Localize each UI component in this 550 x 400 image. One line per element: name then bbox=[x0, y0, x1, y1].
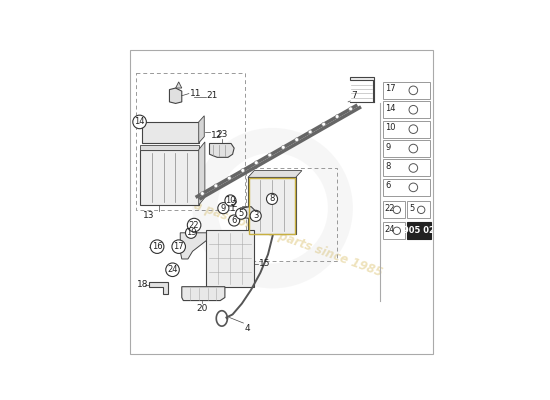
Circle shape bbox=[201, 192, 204, 195]
Circle shape bbox=[218, 203, 229, 214]
Text: 4: 4 bbox=[245, 324, 251, 333]
Polygon shape bbox=[175, 82, 182, 88]
Text: 21: 21 bbox=[206, 91, 218, 100]
Circle shape bbox=[133, 115, 146, 129]
Circle shape bbox=[336, 115, 339, 118]
Bar bbox=[249, 178, 295, 234]
Text: 15: 15 bbox=[258, 260, 270, 268]
Circle shape bbox=[295, 138, 299, 142]
Text: 905 02: 905 02 bbox=[403, 226, 435, 235]
Text: 10: 10 bbox=[386, 123, 396, 132]
Text: 1: 1 bbox=[230, 204, 236, 214]
Text: 14: 14 bbox=[386, 104, 396, 113]
Text: 12: 12 bbox=[211, 131, 222, 140]
Circle shape bbox=[282, 146, 285, 149]
Bar bbox=[140, 145, 199, 150]
Text: 22: 22 bbox=[189, 221, 199, 230]
Bar bbox=[383, 201, 405, 218]
Text: 24: 24 bbox=[167, 265, 178, 274]
Bar bbox=[135, 73, 245, 210]
Text: 9: 9 bbox=[386, 142, 390, 152]
Circle shape bbox=[188, 218, 201, 232]
Circle shape bbox=[229, 215, 240, 226]
Polygon shape bbox=[350, 77, 374, 102]
Text: 8: 8 bbox=[386, 162, 390, 171]
Polygon shape bbox=[169, 88, 182, 104]
Circle shape bbox=[225, 195, 236, 206]
Circle shape bbox=[268, 153, 272, 157]
Bar bbox=[407, 222, 431, 239]
Text: 5: 5 bbox=[409, 204, 414, 213]
Text: 22: 22 bbox=[385, 204, 395, 213]
Circle shape bbox=[172, 240, 185, 254]
Circle shape bbox=[228, 176, 231, 180]
Polygon shape bbox=[240, 207, 256, 219]
Bar bbox=[383, 160, 430, 176]
Bar bbox=[142, 122, 199, 143]
Bar bbox=[407, 201, 430, 218]
Circle shape bbox=[255, 161, 258, 164]
Polygon shape bbox=[199, 142, 205, 205]
Text: 3: 3 bbox=[253, 211, 258, 220]
Circle shape bbox=[349, 107, 353, 111]
Text: 23: 23 bbox=[216, 130, 228, 139]
Text: 17: 17 bbox=[386, 84, 396, 93]
Circle shape bbox=[214, 184, 218, 188]
Bar bbox=[140, 150, 199, 205]
Text: 20: 20 bbox=[196, 304, 207, 313]
Polygon shape bbox=[182, 287, 225, 300]
Bar bbox=[383, 179, 430, 196]
Text: 6: 6 bbox=[386, 181, 390, 190]
Text: 18: 18 bbox=[136, 280, 148, 289]
Text: 5: 5 bbox=[239, 209, 244, 218]
Text: 8: 8 bbox=[270, 194, 274, 204]
Text: a passion for parts since 1985: a passion for parts since 1985 bbox=[192, 199, 384, 279]
Bar bbox=[383, 140, 430, 157]
Text: 9: 9 bbox=[221, 204, 226, 213]
Text: 10: 10 bbox=[225, 196, 236, 205]
Polygon shape bbox=[199, 116, 204, 143]
Text: 13: 13 bbox=[143, 211, 155, 220]
Circle shape bbox=[185, 227, 196, 238]
Circle shape bbox=[322, 122, 326, 126]
Circle shape bbox=[166, 263, 179, 276]
Bar bbox=[383, 82, 430, 99]
Circle shape bbox=[241, 168, 245, 172]
Bar bbox=[383, 121, 430, 138]
Circle shape bbox=[250, 210, 261, 222]
Text: 11: 11 bbox=[189, 89, 201, 98]
Circle shape bbox=[309, 130, 312, 134]
Polygon shape bbox=[248, 170, 302, 177]
Text: 14: 14 bbox=[134, 118, 145, 126]
Text: 24: 24 bbox=[385, 225, 395, 234]
Bar bbox=[206, 230, 254, 287]
Bar bbox=[246, 168, 337, 260]
Text: 7: 7 bbox=[351, 91, 357, 100]
Bar bbox=[248, 177, 296, 234]
Polygon shape bbox=[210, 144, 234, 157]
Bar bbox=[383, 101, 430, 118]
Circle shape bbox=[150, 240, 164, 254]
Text: 6: 6 bbox=[232, 216, 237, 225]
Bar bbox=[383, 222, 405, 239]
Polygon shape bbox=[150, 282, 168, 294]
Polygon shape bbox=[180, 233, 206, 259]
Circle shape bbox=[235, 208, 247, 219]
Text: 16: 16 bbox=[152, 242, 162, 251]
Text: 19: 19 bbox=[186, 228, 196, 237]
Text: 2: 2 bbox=[232, 200, 237, 209]
Text: 17: 17 bbox=[173, 242, 184, 251]
Circle shape bbox=[267, 193, 278, 204]
